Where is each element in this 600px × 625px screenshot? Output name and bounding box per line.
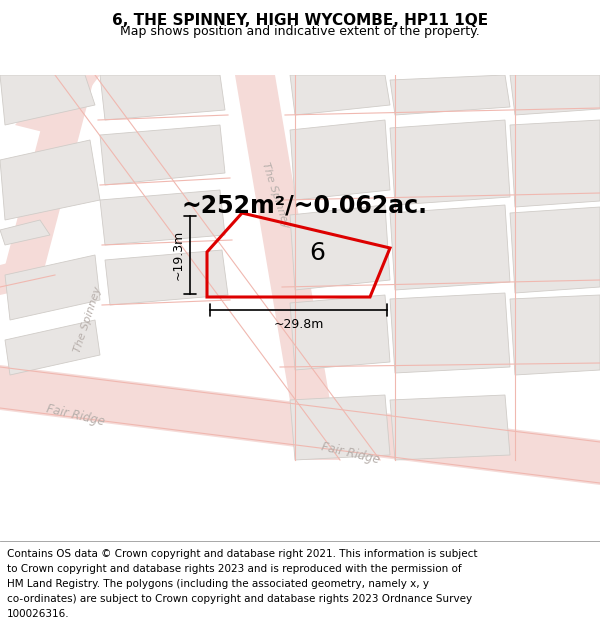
Polygon shape [290,75,390,115]
Text: co-ordinates) are subject to Crown copyright and database rights 2023 Ordnance S: co-ordinates) are subject to Crown copyr… [7,594,472,604]
Polygon shape [100,190,225,245]
Text: ~29.8m: ~29.8m [274,318,323,331]
Text: The Spinney: The Spinney [73,286,103,354]
Text: Map shows position and indicative extent of the property.: Map shows position and indicative extent… [120,26,480,39]
Text: Fair Ridge: Fair Ridge [44,402,106,428]
Polygon shape [105,250,228,305]
Polygon shape [0,220,50,245]
Polygon shape [0,140,100,220]
Polygon shape [510,295,600,375]
Text: Contains OS data © Crown copyright and database right 2021. This information is : Contains OS data © Crown copyright and d… [7,549,478,559]
Polygon shape [100,75,225,120]
Text: 6, THE SPINNEY, HIGH WYCOMBE, HP11 1QE: 6, THE SPINNEY, HIGH WYCOMBE, HP11 1QE [112,12,488,28]
Polygon shape [15,75,100,135]
Text: ~19.3m: ~19.3m [172,230,185,280]
Polygon shape [5,320,100,375]
Polygon shape [290,205,390,290]
Text: The Spinney: The Spinney [260,161,290,229]
Polygon shape [100,125,225,185]
Polygon shape [390,395,510,460]
Polygon shape [0,75,95,285]
Text: 100026316.: 100026316. [7,609,70,619]
Text: 6: 6 [309,241,325,264]
Polygon shape [510,75,600,115]
Polygon shape [0,255,45,295]
Polygon shape [390,293,510,373]
Polygon shape [0,75,95,125]
Polygon shape [510,120,600,207]
Text: ~252m²/~0.062ac.: ~252m²/~0.062ac. [182,193,428,217]
Polygon shape [390,75,510,115]
Polygon shape [5,255,100,320]
Polygon shape [510,207,600,293]
Text: to Crown copyright and database rights 2023 and is reproduced with the permissio: to Crown copyright and database rights 2… [7,564,462,574]
Polygon shape [290,120,390,200]
Polygon shape [390,120,510,205]
Polygon shape [390,205,510,290]
Polygon shape [290,395,390,460]
Polygon shape [235,75,340,460]
Polygon shape [0,365,600,485]
Polygon shape [290,295,390,370]
Text: Fair Ridge: Fair Ridge [320,440,380,466]
Text: HM Land Registry. The polygons (including the associated geometry, namely x, y: HM Land Registry. The polygons (includin… [7,579,429,589]
